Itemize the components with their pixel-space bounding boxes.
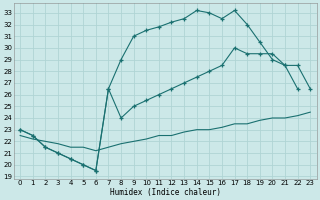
X-axis label: Humidex (Indice chaleur): Humidex (Indice chaleur) bbox=[110, 188, 221, 197]
